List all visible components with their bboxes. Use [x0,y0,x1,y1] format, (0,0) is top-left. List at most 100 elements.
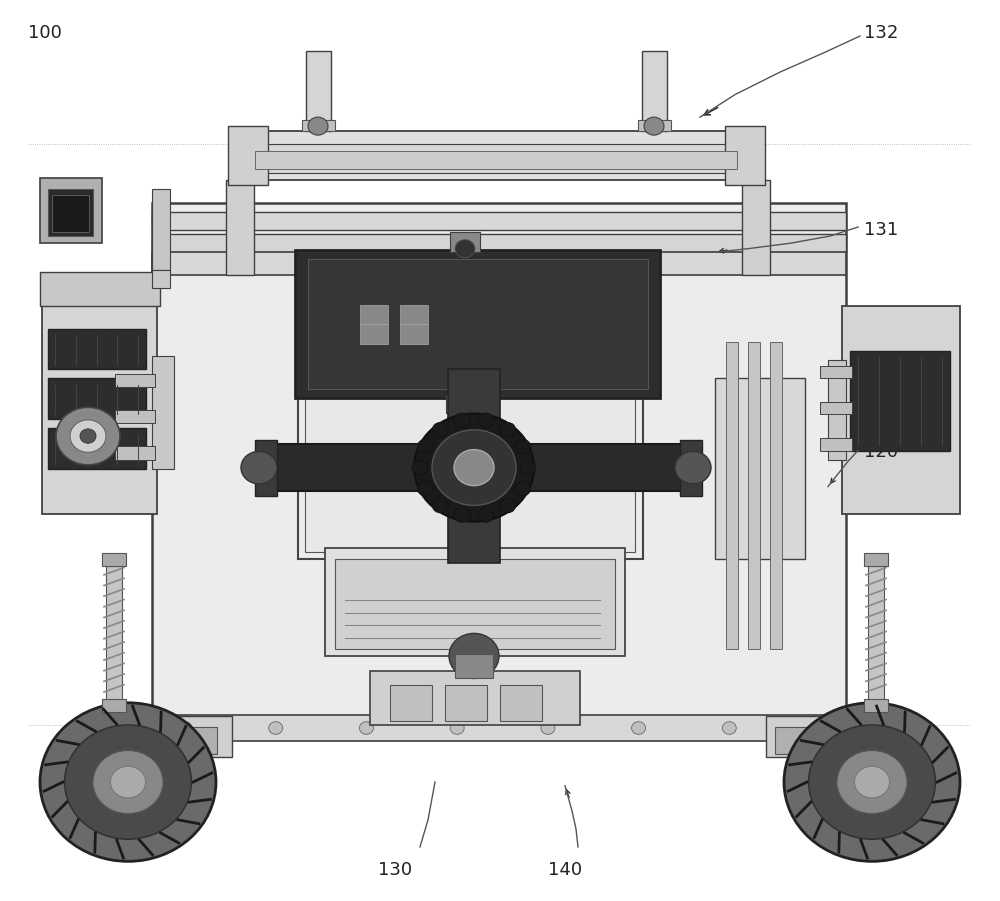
Bar [742,180,770,275]
Bar [725,126,765,185]
Circle shape [70,420,106,452]
Bar [152,715,846,741]
Circle shape [644,117,664,135]
Bar [850,351,950,450]
Circle shape [837,751,907,814]
Bar [185,727,217,754]
Circle shape [454,450,494,486]
Circle shape [449,633,499,678]
Text: 140: 140 [548,861,582,879]
Bar [152,203,846,716]
Circle shape [813,722,827,734]
Bar [828,360,846,460]
Bar [226,180,254,275]
Text: 120: 120 [864,443,898,461]
Text: 131: 131 [864,221,898,239]
Bar [400,324,428,344]
Bar [360,305,388,324]
Circle shape [675,451,711,484]
Bar [152,270,170,288]
Bar [152,189,170,270]
Circle shape [178,722,192,734]
Circle shape [417,440,433,454]
Bar [305,390,635,552]
Circle shape [854,766,890,798]
Circle shape [450,722,464,734]
Bar [106,566,122,701]
Bar [820,402,852,414]
Bar [152,212,846,230]
Bar [115,410,155,423]
Circle shape [784,703,960,861]
Bar [370,671,580,725]
Bar [638,120,671,131]
Bar [48,329,146,369]
Bar [450,232,480,252]
Circle shape [454,413,470,427]
Bar [308,259,648,389]
Text: 130: 130 [378,861,412,879]
Bar [360,324,388,344]
Bar [302,120,335,131]
Bar [446,395,484,413]
Circle shape [241,451,277,484]
Circle shape [432,498,448,513]
Bar [240,144,756,173]
Bar [715,378,805,559]
Bar [228,126,268,185]
Bar [680,440,702,496]
Circle shape [632,722,646,734]
Bar [255,440,277,496]
Circle shape [500,423,516,437]
Bar [152,252,846,275]
Circle shape [80,429,96,443]
Circle shape [269,722,283,734]
Circle shape [412,460,428,475]
Bar [152,356,174,469]
Circle shape [515,440,531,454]
Bar [770,342,782,649]
Bar [842,306,960,514]
Circle shape [56,407,120,465]
Bar [864,553,888,566]
Bar [455,654,493,678]
Circle shape [722,722,736,734]
Bar [820,366,852,378]
Circle shape [520,460,536,475]
Bar [748,342,760,649]
Circle shape [432,430,516,505]
Circle shape [500,498,516,513]
Bar [102,699,126,712]
Circle shape [417,481,433,496]
Bar [325,548,625,656]
Circle shape [515,481,531,496]
Circle shape [454,508,470,523]
Bar [448,369,500,563]
Circle shape [541,722,555,734]
Circle shape [40,703,216,861]
Circle shape [809,725,935,839]
Bar [232,131,762,180]
Circle shape [110,766,146,798]
Circle shape [455,240,475,258]
Bar [48,378,146,419]
Text: 100: 100 [28,24,62,42]
Bar [820,438,852,450]
Bar [152,716,232,757]
Bar [42,284,157,514]
Bar [864,699,888,712]
Circle shape [478,508,494,523]
Bar [868,566,884,701]
Bar [726,342,738,649]
Bar [115,374,155,387]
Text: 132: 132 [864,24,898,42]
Circle shape [65,725,191,839]
Circle shape [478,413,494,427]
Circle shape [432,423,448,437]
Bar [52,195,89,232]
Bar [115,446,155,460]
Bar [390,685,432,721]
Bar [40,272,160,306]
Circle shape [414,414,534,522]
Circle shape [308,117,328,135]
